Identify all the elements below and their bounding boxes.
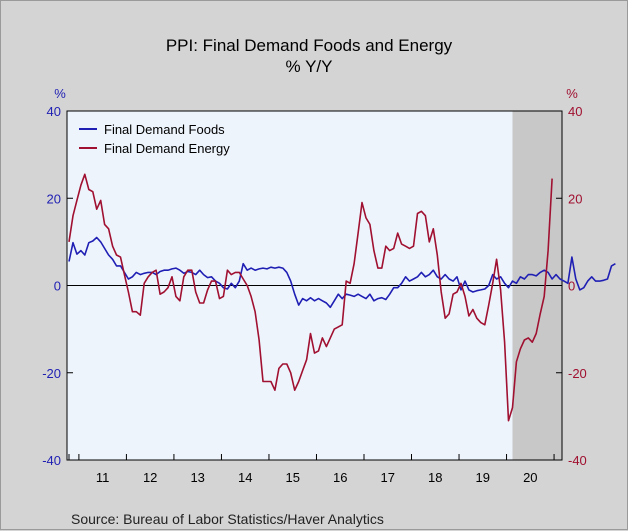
legend-label: Final Demand Foods (104, 122, 225, 137)
x-tick-label: 19 (476, 470, 490, 485)
series-line-food (68, 236, 616, 309)
x-tick-label: 18 (428, 470, 442, 485)
chart-subtitle: % Y/Y (286, 57, 333, 76)
x-tick-label: 16 (333, 470, 347, 485)
source-note: Source: Bureau of Labor Statistics/Haver… (71, 511, 384, 527)
y-tick-label-left: -20 (42, 366, 61, 381)
y-tick-label-left: 20 (47, 191, 61, 206)
series-line-energy (68, 173, 553, 422)
x-tick-label: 11 (96, 470, 110, 485)
y-tick-label-right: 20 (568, 191, 582, 206)
x-tick-label: 20 (523, 470, 537, 485)
chart-title: PPI: Final Demand Foods and Energy (166, 36, 453, 55)
y-tick-label-right: -40 (568, 453, 587, 468)
y-tick-label-left: 0 (54, 279, 61, 294)
x-tick-label: 14 (238, 470, 252, 485)
x-tick-label: 12 (143, 470, 157, 485)
plot-area: 40 40 20 20 0 0 -20 -20 -40 -40 11 12 13 14 15 16 17 18 19… (42, 104, 616, 485)
x-tick-label: 13 (190, 470, 204, 485)
y-tick-label-right: 40 (568, 104, 582, 119)
y-tick-label-left: -40 (42, 453, 61, 468)
legend-label: Final Demand Energy (104, 141, 230, 156)
y-tick-label-right: 0 (568, 279, 575, 294)
y-tick-label-right: -20 (568, 366, 587, 381)
right-axis-unit: % (566, 86, 578, 101)
y-tick-label-left: 40 (47, 104, 61, 119)
left-axis-unit: % (54, 86, 66, 101)
x-tick-label: 17 (381, 470, 395, 485)
x-tick-label: 15 (285, 470, 299, 485)
